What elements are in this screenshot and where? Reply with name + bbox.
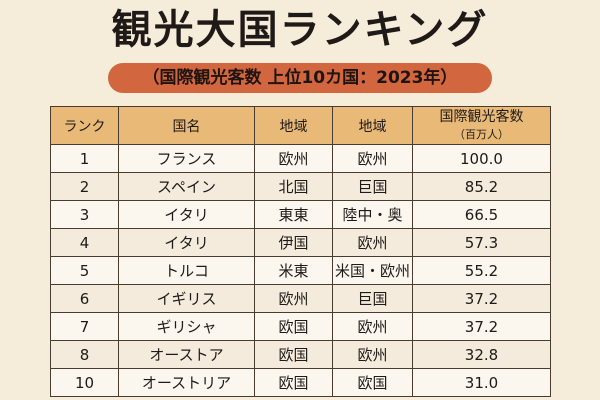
cell-country: ギリシャ — [118, 312, 255, 341]
table-header-row: ランク 国名 地域 地域 国際観光客数 （百万人） — [50, 106, 551, 145]
page-title: 観光大国ランキング — [111, 7, 489, 53]
cell-country: オーストア — [118, 340, 255, 369]
cell-visitors: 85.2 — [412, 172, 551, 201]
cell-region-1: 北国 — [254, 172, 333, 201]
header-country: 国名 — [118, 106, 255, 145]
cell-region-2: 欧州 — [332, 144, 413, 173]
cell-region-2: 米国・欧州 — [332, 256, 413, 285]
table-row: 10 オーストリア 欧国 欧国 31.0 — [50, 368, 551, 397]
cell-visitors: 66.5 — [412, 200, 551, 229]
cell-visitors: 37.2 — [412, 284, 551, 313]
cell-rank: 10 — [50, 368, 119, 397]
table-row: 8 オーストア 欧国 欧州 32.8 — [50, 340, 551, 369]
subtitle-banner: （国際観光客数 上位10カ国：2023年） — [108, 63, 492, 93]
cell-region-2: 巨国 — [332, 284, 413, 313]
table-row: 1 フランス 欧州 欧州 100.0 — [50, 144, 551, 173]
cell-visitors: 57.3 — [412, 228, 551, 257]
header-region-1: 地域 — [254, 106, 333, 145]
table-row: 4 イタリ 伊国 欧州 57.3 — [50, 228, 551, 257]
header-rank: ランク — [50, 106, 119, 145]
cell-rank: 3 — [50, 200, 119, 229]
cell-visitors: 31.0 — [412, 368, 551, 397]
cell-rank: 4 — [50, 228, 119, 257]
cell-country: スペイン — [118, 172, 255, 201]
cell-region-2: 欧国 — [332, 368, 413, 397]
cell-rank: 6 — [50, 284, 119, 313]
cell-visitors: 100.0 — [412, 144, 551, 173]
cell-visitors: 37.2 — [412, 312, 551, 341]
cell-country: イタリ — [118, 228, 255, 257]
cell-region-1: 米東 — [254, 256, 333, 285]
cell-visitors: 32.8 — [412, 340, 551, 369]
cell-region-1: 欧国 — [254, 312, 333, 341]
cell-region-1: 東東 — [254, 200, 333, 229]
cell-rank: 7 — [50, 312, 119, 341]
table-row: 2 スペイン 北国 巨国 85.2 — [50, 172, 551, 201]
cell-country: フランス — [118, 144, 255, 173]
table-row: 5 トルコ 米東 米国・欧州 55.2 — [50, 256, 551, 285]
cell-region-1: 伊国 — [254, 228, 333, 257]
header-visitors-unit: （百万人） — [454, 127, 509, 141]
cell-region-1: 欧州 — [254, 284, 333, 313]
header-visitors: 国際観光客数 （百万人） — [412, 106, 551, 145]
table-row: 7 ギリシャ 欧国 欧州 37.2 — [50, 312, 551, 341]
cell-region-1: 欧国 — [254, 340, 333, 369]
cell-rank: 2 — [50, 172, 119, 201]
cell-rank: 8 — [50, 340, 119, 369]
cell-region-1: 欧州 — [254, 144, 333, 173]
ranking-table: ランク 国名 地域 地域 国際観光客数 （百万人） 1 フランス 欧州 欧州 1… — [50, 106, 551, 397]
table-row: 3 イタリ 東東 陸中・奥 66.5 — [50, 200, 551, 229]
cell-rank: 5 — [50, 256, 119, 285]
header-visitors-label: 国際観光客数 — [439, 108, 524, 125]
cell-region-2: 陸中・奥 — [332, 200, 413, 229]
cell-region-2: 欧州 — [332, 228, 413, 257]
table-row: 6 イギリス 欧州 巨国 37.2 — [50, 284, 551, 313]
cell-region-1: 欧国 — [254, 368, 333, 397]
cell-country: オーストリア — [118, 368, 255, 397]
cell-region-2: 巨国 — [332, 172, 413, 201]
cell-country: イタリ — [118, 200, 255, 229]
cell-rank: 1 — [50, 144, 119, 173]
cell-country: イギリス — [118, 284, 255, 313]
cell-visitors: 55.2 — [412, 256, 551, 285]
cell-region-2: 欧州 — [332, 340, 413, 369]
header-region-2: 地域 — [332, 106, 413, 145]
cell-region-2: 欧州 — [332, 312, 413, 341]
cell-country: トルコ — [118, 256, 255, 285]
